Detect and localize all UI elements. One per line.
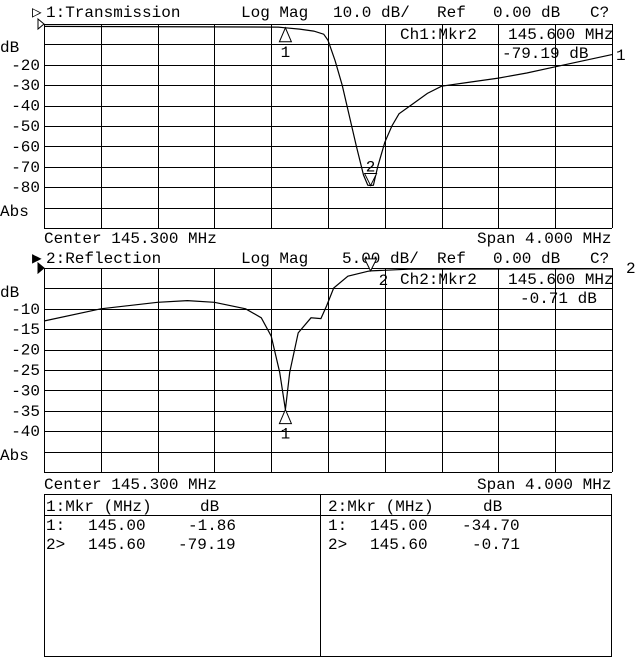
marker-freq: 145.60: [88, 536, 146, 554]
channel-2-title: 2:Reflection: [46, 250, 161, 268]
ytick-label: -40: [11, 98, 40, 116]
channel-2-panel: ▶ 2:Reflection Log Mag 5.00 dB/ Ref 0.00…: [0, 250, 636, 494]
ytick-label: -30: [11, 382, 40, 400]
marker-id: 1:: [46, 517, 65, 535]
channel-1-marker-readout-freq: 145.600 MHz: [508, 26, 614, 44]
marker-value: -0.71: [472, 536, 520, 554]
channel-1-active-indicator: ▷: [32, 4, 42, 22]
channel-2-span: Span 4.000 MHz: [477, 476, 611, 494]
channel-2-scale: 5.00 dB/: [342, 250, 419, 268]
marker-1-label: 1: [281, 426, 291, 444]
marker-value: -34.70: [462, 517, 520, 535]
ytick-label: -80: [11, 179, 40, 197]
reference-level-arrow-icon: [37, 17, 45, 31]
table-row: 2> 145.60 -0.71: [328, 536, 520, 554]
marker-1-triangle-icon[interactable]: [278, 408, 293, 425]
marker-2-label: 2: [379, 272, 389, 290]
marker-1-label: 1: [281, 44, 291, 62]
reference-level-arrow-icon: [37, 261, 45, 275]
marker-1-triangle-icon[interactable]: [278, 26, 293, 43]
channel-2-center-freq: Center 145.300 MHz: [44, 476, 217, 494]
ytick-label: -50: [11, 118, 40, 136]
channel-2-ylabel: dB: [0, 284, 19, 302]
marker-table-ch2-header: 2:Mkr (MHz): [328, 498, 434, 516]
ytick-label: -60: [11, 138, 40, 156]
marker-value: -79.19: [178, 536, 236, 554]
channel-2-ytick-labels: -10 -15 -20 -25 -30 -35 -40: [11, 301, 40, 441]
table-row: 2> 145.60 -79.19: [46, 536, 236, 554]
channel-2-status: C?: [590, 250, 609, 268]
marker-table-frame: [44, 494, 612, 657]
channel-2-ref-value: 0.00 dB: [493, 250, 560, 268]
channel-1-status: C?: [590, 4, 609, 22]
channel-1-trace-end-label: 1: [616, 47, 626, 65]
channel-1-ylabel-abs: Abs: [0, 203, 29, 221]
channel-2-active-indicator: ▶: [32, 250, 42, 268]
table-row: 1: 145.00 -1.86: [46, 517, 236, 535]
ytick-label: -30: [11, 77, 40, 95]
channel-1-ref-label: Ref: [437, 4, 466, 22]
trace-line: [43, 268, 613, 410]
channel-2-marker-readout-value: -0.71 dB: [520, 290, 597, 308]
ytick-label: -25: [11, 362, 40, 380]
ytick-label: -20: [11, 342, 40, 360]
channel-2-format: Log Mag: [241, 250, 308, 268]
channel-1-marker-readout-value: -79.19 dB: [502, 45, 588, 63]
channel-2-marker-readout-label: Ch2:Mkr2: [400, 271, 477, 289]
marker-table: 1:Mkr (MHz) dB 2:Mkr (MHz) dB 1: 145.00 …: [44, 494, 612, 657]
channel-1-ref-value: 0.00 dB: [493, 4, 560, 22]
channel-1-scale: 10.0 dB/: [333, 4, 410, 22]
channel-1-span: Span 4.000 MHz: [477, 230, 611, 248]
channel-1-ytick-labels: -20 -30 -40 -50 -60 -70 -80: [11, 57, 40, 197]
marker-value: -1.86: [188, 517, 236, 535]
channel-1-format: Log Mag: [241, 4, 308, 22]
ytick-label: -70: [11, 159, 40, 177]
marker-2-triangle-icon[interactable]: [363, 258, 378, 273]
channel-1-ylabel: dB: [0, 39, 19, 57]
marker-2-triangle-icon[interactable]: [363, 173, 378, 187]
marker-freq: 145.60: [370, 536, 428, 554]
marker-id: 2>: [46, 536, 65, 554]
marker-freq: 145.00: [370, 517, 428, 535]
marker-table-ch2-unit: dB: [483, 498, 502, 516]
ytick-label: -10: [11, 301, 40, 319]
channel-2-ref-label: Ref: [437, 250, 466, 268]
channel-1-panel: ▷ 1:Transmission Log Mag 10.0 dB/ Ref 0.…: [0, 4, 626, 248]
marker-id: 2>: [328, 536, 347, 554]
channel-2-plot[interactable]: 12: [37, 258, 613, 473]
channel-1-center-freq: Center 145.300 MHz: [44, 230, 217, 248]
channel-1-marker-readout-label: Ch1:Mkr2: [400, 26, 477, 44]
marker-id: 1:: [328, 517, 347, 535]
ytick-label: -35: [11, 403, 40, 421]
channel-2-marker-readout-freq: 145.600 MHz: [508, 271, 614, 289]
channel-2-ylabel-abs: Abs: [0, 447, 29, 465]
marker-2-label: 2: [366, 159, 376, 177]
ytick-label: -15: [11, 321, 40, 339]
channel-2-trace-end-label: 2: [626, 260, 636, 278]
table-row: 1: 145.00 -34.70: [328, 517, 520, 535]
ytick-label: -20: [11, 57, 40, 75]
ytick-label: -40: [11, 423, 40, 441]
marker-freq: 145.00: [88, 517, 146, 535]
channel-1-plot[interactable]: 12: [37, 17, 613, 229]
channel-1-title: 1:Transmission: [46, 4, 180, 22]
marker-table-ch1-header: 1:Mkr (MHz): [46, 498, 152, 516]
marker-table-ch1-unit: dB: [200, 498, 219, 516]
